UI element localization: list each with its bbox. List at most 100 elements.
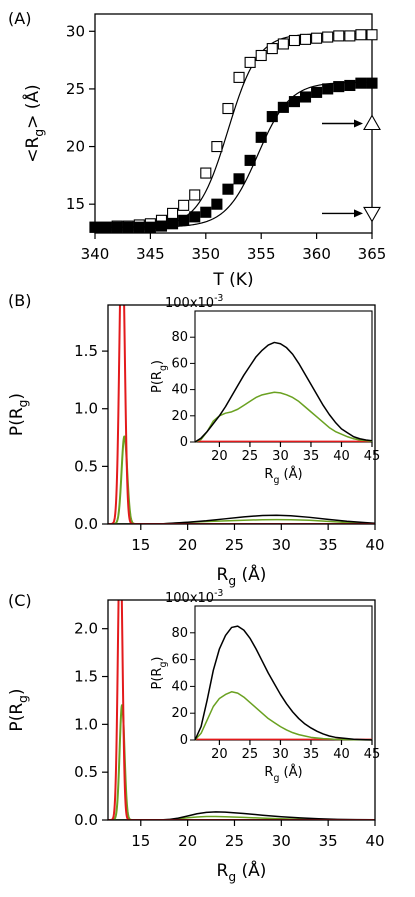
panel-b-inset-xtick-label: 25 xyxy=(242,449,259,464)
panel-b-inset-multiplier: 100x10-3 xyxy=(165,293,223,311)
filled-square-point xyxy=(255,131,267,143)
panel-b-ylabel-main: P(R xyxy=(7,407,27,436)
panel-c-inset-xtick-label: 35 xyxy=(303,747,320,762)
panel-a-xtick-label: 355 xyxy=(247,245,276,263)
panel-c-ylabel-main: P(R xyxy=(7,703,27,732)
open-square-point xyxy=(233,71,245,83)
panel-c-ytick-label: 0.0 xyxy=(74,811,98,829)
panel-b-inset-multiplier-exp: -3 xyxy=(214,293,223,304)
panel-a-ytick-label: 30 xyxy=(66,22,85,40)
filled-square-point xyxy=(355,77,367,89)
panel-b-letter: (B) xyxy=(8,291,31,310)
panel-b-inset-ytick-label: 20 xyxy=(171,409,188,424)
panel-a-ylabel-main: <R xyxy=(23,136,43,162)
open-square-point xyxy=(255,49,267,62)
panel-b-ytick-label: 0.5 xyxy=(74,457,98,475)
open-square-point xyxy=(355,29,367,41)
panel-b-xtick-label: 15 xyxy=(131,536,150,554)
panel-c-xtick-label: 15 xyxy=(131,832,150,850)
panel-a-xtick-label: 365 xyxy=(358,245,387,263)
filled-square-point xyxy=(178,214,190,226)
panel-a-ylabel-sub: g xyxy=(32,129,46,137)
panel-c-xlabel: Rg (Å) xyxy=(217,859,267,884)
panel-c-inset-xlabel-sub: g xyxy=(273,773,279,784)
panel-c-inset-ylabel-tail: ) xyxy=(150,657,165,662)
panel-c-frame xyxy=(107,599,376,821)
panel-b-frame xyxy=(107,304,376,525)
panel-c-inset-xtick-label: 40 xyxy=(333,747,350,762)
panel-b-xtick-label: 35 xyxy=(319,536,338,554)
panel-b-inset-xlabel-sub: g xyxy=(273,475,279,486)
panel-c-inset-xlabel-main: R xyxy=(264,765,273,780)
open-square-point xyxy=(277,38,289,50)
open-square-point xyxy=(344,30,356,42)
triangle-down-marker xyxy=(363,206,381,223)
filled-square-point xyxy=(277,101,289,113)
panel-c-inset-ytick-label: 20 xyxy=(171,706,188,721)
open-square-point xyxy=(178,199,190,211)
panel-b-ytick-label: 1.0 xyxy=(74,400,98,418)
panel-b-inset-ylabel-tail: ) xyxy=(150,360,165,365)
panel-c-xtick-label: 30 xyxy=(272,832,291,850)
panel-c-inset-multiplier: 100x10-3 xyxy=(165,588,223,606)
inset-curve xyxy=(194,391,373,443)
filled-square-point xyxy=(366,77,378,89)
panel-c-inset-ylabel-main: P(R xyxy=(150,668,165,690)
panel-c-letter: (C) xyxy=(8,591,32,610)
panel-b-xtick-label: 40 xyxy=(365,536,384,554)
filled-square-point xyxy=(133,221,145,233)
panel-b-inset-ylabel-main: P(R xyxy=(150,371,165,393)
panel-c-inset-xtick-label: 45 xyxy=(364,747,381,762)
panel-c-xtick-label: 35 xyxy=(319,832,338,850)
filled-square-point xyxy=(344,79,356,92)
panel-c-inset-ytick-label: 0 xyxy=(180,733,188,748)
panel-b-inset-ytick-label: 80 xyxy=(171,330,188,345)
panel-b-inset-ylabel: P(Rg) xyxy=(150,360,169,393)
panel-c-xtick-label: 25 xyxy=(225,832,244,850)
panel-b-ytick-label: 0.0 xyxy=(74,515,98,533)
open-square-point xyxy=(167,207,179,219)
filled-square-point xyxy=(122,221,134,233)
panel-b-xtick-label: 30 xyxy=(272,536,291,554)
panel-b-inset-xlabel-tail: (Å) xyxy=(279,466,302,482)
panel-c-xtick-label: 40 xyxy=(365,832,384,850)
filled-square-point xyxy=(144,221,156,233)
panel-c-inset-ytick-label: 40 xyxy=(171,679,188,694)
panel-b-xlabel-tail: (Å) xyxy=(236,563,266,585)
filled-square-point xyxy=(311,86,323,98)
filled-square-point xyxy=(155,220,168,232)
filled-square-point xyxy=(167,218,179,230)
panel-c-ylabel-tail: ) xyxy=(7,688,27,695)
panel-c-xtick-label: 20 xyxy=(178,832,197,850)
filled-square-point xyxy=(222,183,234,195)
panel-c-inset-ytick-label: 80 xyxy=(171,626,188,641)
panel-c-inset-xlabel: Rg (Å) xyxy=(264,764,302,784)
panel-c-xlabel-tail: (Å) xyxy=(236,859,266,881)
open-square-point xyxy=(366,29,378,41)
panel-b-inset-xtick-label: 20 xyxy=(211,449,228,464)
arrow-head xyxy=(354,209,363,218)
panel-a-ytick-label: 25 xyxy=(66,80,85,98)
panel-b-inset-frame xyxy=(194,310,373,443)
inset-curve xyxy=(194,691,372,741)
panel-a-xtick-label: 345 xyxy=(136,245,165,263)
panel-a-letter: (A) xyxy=(8,9,31,28)
panel-c-ytick-label: 2.0 xyxy=(74,620,98,638)
panel-a: (A) 340 345 350 355 360 365 15 20 25 30 T (K) <Rg> (… xyxy=(8,9,386,290)
panel-c-xlabel-sub: g xyxy=(228,870,236,884)
panel-a-ytick-label: 20 xyxy=(66,138,85,156)
panel-c-ylabel: P(Rg) xyxy=(7,688,30,731)
filled-square-point xyxy=(200,206,212,218)
panel-b-ylabel-tail: ) xyxy=(7,393,27,400)
filled-square-point xyxy=(322,83,334,95)
panel-c-inset-xtick-label: 20 xyxy=(211,747,228,762)
open-square-point xyxy=(288,34,300,47)
panel-a-ytick-label: 15 xyxy=(66,195,85,213)
panel-a-xtick-label: 340 xyxy=(81,245,110,263)
panel-c-inset-xtick-label: 25 xyxy=(242,747,259,762)
panel-c-ytick-label: 1.0 xyxy=(74,715,98,733)
panel-b-inset-ylabel-sub: g xyxy=(158,365,169,371)
